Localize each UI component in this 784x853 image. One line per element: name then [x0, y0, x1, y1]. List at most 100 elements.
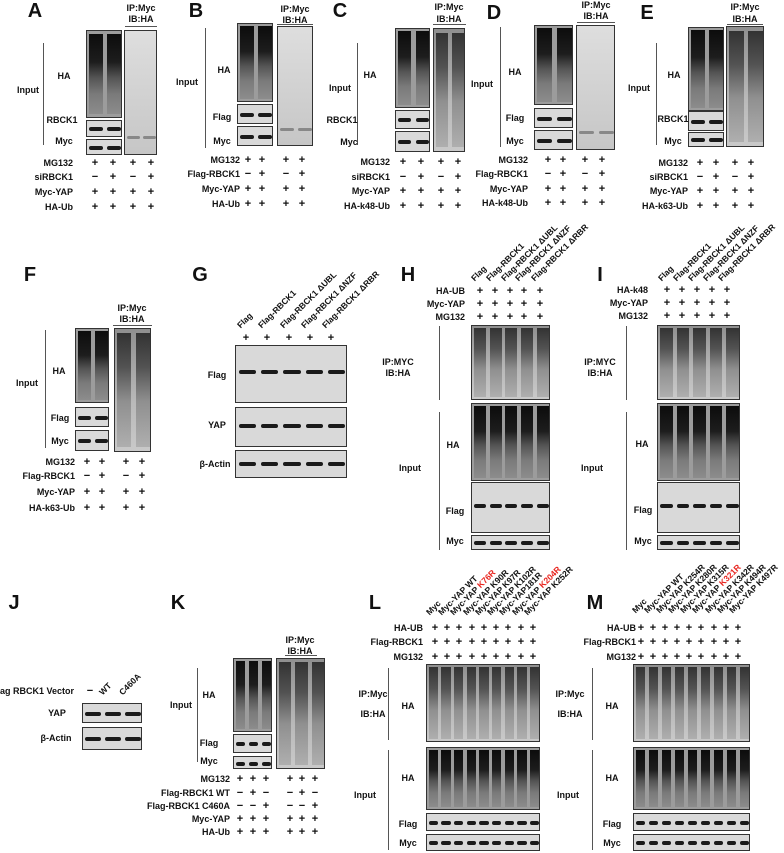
condition-sign: +	[129, 186, 137, 198]
condition-sign: +	[710, 622, 718, 634]
blot-lane	[89, 127, 103, 132]
condition-sign: +	[504, 651, 512, 663]
input-blot	[471, 535, 550, 550]
condition-sign: +	[529, 651, 537, 663]
row-label: Flag RBCK1 Vector	[0, 686, 74, 696]
ib-label: IB:HA	[287, 646, 313, 656]
condition-label: HA-k48-Ub	[343, 201, 390, 211]
condition-label: HA-Ub	[212, 199, 240, 209]
condition-sign: +	[506, 311, 514, 323]
condition-sign: +	[697, 651, 705, 663]
condition-sign: +	[109, 157, 117, 169]
condition-sign: +	[437, 156, 445, 168]
condition-sign: +	[236, 813, 244, 825]
condition-sign: +	[147, 171, 155, 183]
blot-lane	[441, 667, 451, 739]
blot-lane	[295, 662, 308, 765]
blot-label: RBCK1	[326, 115, 358, 125]
blot-lane	[489, 328, 502, 397]
bracket-line	[592, 668, 594, 740]
blot-lane	[143, 136, 156, 140]
blot	[235, 450, 347, 478]
blot-lane	[235, 661, 246, 729]
blot-lane	[125, 736, 141, 741]
input-blot	[395, 28, 430, 108]
condition-sign: −	[282, 168, 290, 180]
condition-sign: −	[581, 168, 589, 180]
blot-lane	[556, 116, 572, 121]
blot-lane	[398, 118, 412, 123]
condition-sign: +	[98, 502, 106, 514]
input-blot	[426, 813, 540, 831]
input-label: Input	[354, 790, 376, 800]
blot-lane	[473, 541, 486, 546]
condition-sign: +	[244, 154, 252, 166]
blot-label: β-Actin	[199, 459, 231, 469]
blot-lane	[466, 820, 477, 825]
blot-lane	[659, 503, 673, 508]
panel-letter: D	[486, 2, 502, 24]
ib-label: IB:HA	[128, 14, 154, 24]
condition-sign: +	[529, 636, 537, 648]
condition-sign: +	[249, 773, 257, 785]
condition-sign: +	[298, 168, 306, 180]
condition-sign: +	[480, 622, 488, 634]
condition-sign: +	[244, 183, 252, 195]
blot-label: RBCK1	[46, 115, 78, 125]
blot-lane	[283, 461, 301, 466]
ib-label: IB:HA	[119, 314, 145, 324]
blot-lane	[238, 461, 256, 466]
blot-lane	[473, 328, 486, 397]
condition-sign: +	[649, 636, 657, 648]
ib-label: IB:HA	[557, 709, 583, 719]
condition-sign: +	[129, 201, 137, 213]
condition-sign: +	[83, 486, 91, 498]
condition-sign: +	[491, 298, 499, 310]
blot-lane	[713, 820, 724, 825]
condition-label: siRBCK1	[34, 172, 73, 182]
condition-label: Myc-YAP	[426, 299, 465, 309]
blot-lane	[135, 332, 150, 448]
blot-lane	[739, 667, 749, 739]
condition-sign: +	[282, 198, 290, 210]
blot-lane	[709, 503, 723, 508]
condition-sign: +	[734, 622, 742, 634]
blot-lane	[517, 667, 527, 739]
blot-lane	[674, 820, 685, 825]
condition-sign: +	[544, 197, 552, 209]
bracket-line	[592, 750, 594, 850]
blot-label: Myc	[200, 756, 218, 766]
condition-sign: +	[678, 284, 686, 296]
input-blot	[657, 482, 740, 533]
condition-label: Myc-YAP	[201, 184, 240, 194]
condition-sign: +	[455, 651, 463, 663]
ip-label: IP:Myc	[555, 689, 585, 699]
condition-sign: +	[517, 636, 525, 648]
blot-lane	[428, 820, 439, 825]
panel-letter: J	[8, 592, 20, 614]
blot-label: Flag	[602, 819, 622, 829]
blot-lane	[676, 328, 690, 397]
condition-sign: +	[722, 636, 730, 648]
input-label: Input	[557, 790, 579, 800]
blot-lane	[95, 415, 108, 420]
condition-label: Flag-RBCK1	[583, 637, 636, 647]
blot-lane	[240, 134, 254, 139]
blot-lane	[635, 667, 646, 739]
blot-lane	[709, 328, 723, 397]
blot-lane	[676, 503, 690, 508]
blot-label: Flag	[212, 112, 232, 122]
blot-label: HA	[52, 366, 66, 376]
condition-sign: +	[712, 171, 720, 183]
input-blot	[237, 126, 273, 146]
condition-sign: +	[122, 456, 130, 468]
blot-lane	[521, 503, 534, 508]
condition-label: HA-Ub	[202, 827, 230, 837]
condition-sign: +	[476, 298, 484, 310]
condition-label: Flag-RBCK1	[370, 637, 423, 647]
blot-lane	[537, 541, 549, 546]
condition-sign: +	[244, 198, 252, 210]
condition-sign: −	[262, 787, 270, 799]
blot-lane	[709, 138, 723, 143]
condition-sign: +	[417, 171, 425, 183]
